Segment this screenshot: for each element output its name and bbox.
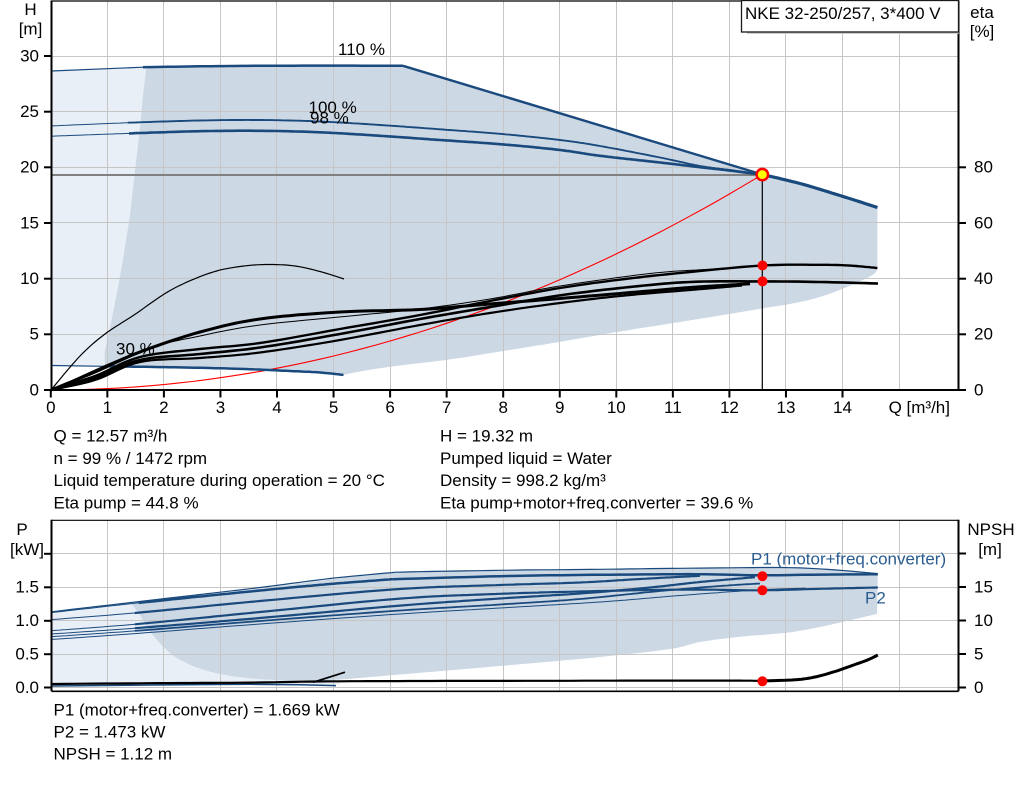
svg-text:1.5: 1.5: [15, 578, 39, 597]
svg-text:3: 3: [216, 398, 225, 417]
svg-text:0: 0: [974, 678, 983, 697]
svg-text:15: 15: [20, 213, 39, 232]
svg-text:5: 5: [974, 644, 983, 663]
svg-text:11: 11: [664, 398, 682, 417]
svg-text:98 %: 98 %: [310, 108, 349, 127]
svg-text:[m]: [m]: [19, 20, 43, 39]
svg-text:NKE 32-250/257, 3*400 V: NKE 32-250/257, 3*400 V: [745, 4, 941, 23]
svg-text:Eta pump+motor+freq.converter: Eta pump+motor+freq.converter = 39.6 %: [440, 493, 753, 512]
svg-text:Density = 998.2 kg/m³: Density = 998.2 kg/m³: [440, 471, 606, 490]
svg-text:P1 (motor+freq.converter): P1 (motor+freq.converter): [751, 550, 946, 569]
svg-text:Pumped liquid = Water: Pumped liquid = Water: [440, 449, 612, 468]
svg-text:0: 0: [46, 398, 55, 417]
svg-text:9: 9: [555, 398, 564, 417]
svg-text:[%]: [%]: [970, 22, 995, 41]
svg-text:7: 7: [442, 398, 451, 417]
svg-text:H: H: [24, 0, 36, 19]
svg-text:H = 19.32 m: H = 19.32 m: [440, 427, 533, 446]
svg-text:5: 5: [30, 325, 39, 344]
svg-text:NPSH = 1.12 m: NPSH = 1.12 m: [54, 744, 173, 763]
svg-text:10: 10: [607, 398, 626, 417]
svg-text:n = 99 % / 1472 rpm: n = 99 % / 1472 rpm: [54, 449, 208, 468]
svg-text:12: 12: [720, 398, 739, 417]
svg-text:0: 0: [30, 380, 39, 399]
svg-text:6: 6: [385, 398, 394, 417]
svg-text:4: 4: [272, 398, 281, 417]
svg-text:0: 0: [974, 380, 983, 399]
svg-text:NPSH: NPSH: [967, 520, 1014, 539]
svg-text:40: 40: [974, 269, 993, 288]
svg-text:Eta pump = 44.8 %: Eta pump = 44.8 %: [54, 493, 199, 512]
svg-text:Liquid temperature during oper: Liquid temperature during operation = 20…: [54, 471, 385, 490]
svg-text:20: 20: [20, 158, 39, 177]
svg-text:30: 30: [20, 46, 39, 65]
svg-text:15: 15: [974, 577, 993, 596]
svg-text:P2: P2: [865, 589, 886, 608]
svg-text:Q [m³/h]: Q [m³/h]: [889, 398, 950, 417]
svg-text:Q = 12.57 m³/h: Q = 12.57 m³/h: [54, 427, 168, 446]
svg-text:[m]: [m]: [978, 540, 1002, 559]
svg-text:2: 2: [159, 398, 168, 417]
svg-text:P1 (motor+freq.converter) = 1.: P1 (motor+freq.converter) = 1.669 kW: [54, 700, 340, 719]
svg-text:14: 14: [833, 398, 852, 417]
svg-text:60: 60: [974, 213, 993, 232]
svg-text:5: 5: [329, 398, 338, 417]
svg-text:30 %: 30 %: [116, 340, 155, 359]
svg-text:20: 20: [974, 325, 993, 344]
svg-text:13: 13: [776, 398, 795, 417]
svg-text:P: P: [16, 520, 27, 539]
svg-text:110 %: 110 %: [338, 40, 385, 59]
svg-text:100 %: 100 %: [309, 98, 357, 117]
svg-text:10: 10: [974, 611, 993, 630]
svg-text:[kW]: [kW]: [10, 540, 44, 559]
svg-text:eta: eta: [970, 3, 994, 22]
svg-text:10: 10: [20, 269, 39, 288]
svg-text:1.0: 1.0: [15, 611, 39, 630]
svg-text:25: 25: [20, 102, 39, 121]
svg-text:8: 8: [498, 398, 507, 417]
svg-text:0.0: 0.0: [15, 678, 39, 697]
svg-text:P2 = 1.473 kW: P2 = 1.473 kW: [54, 723, 166, 742]
svg-text:0.5: 0.5: [15, 645, 39, 664]
svg-text:1: 1: [103, 398, 112, 417]
svg-text:80: 80: [974, 158, 993, 177]
